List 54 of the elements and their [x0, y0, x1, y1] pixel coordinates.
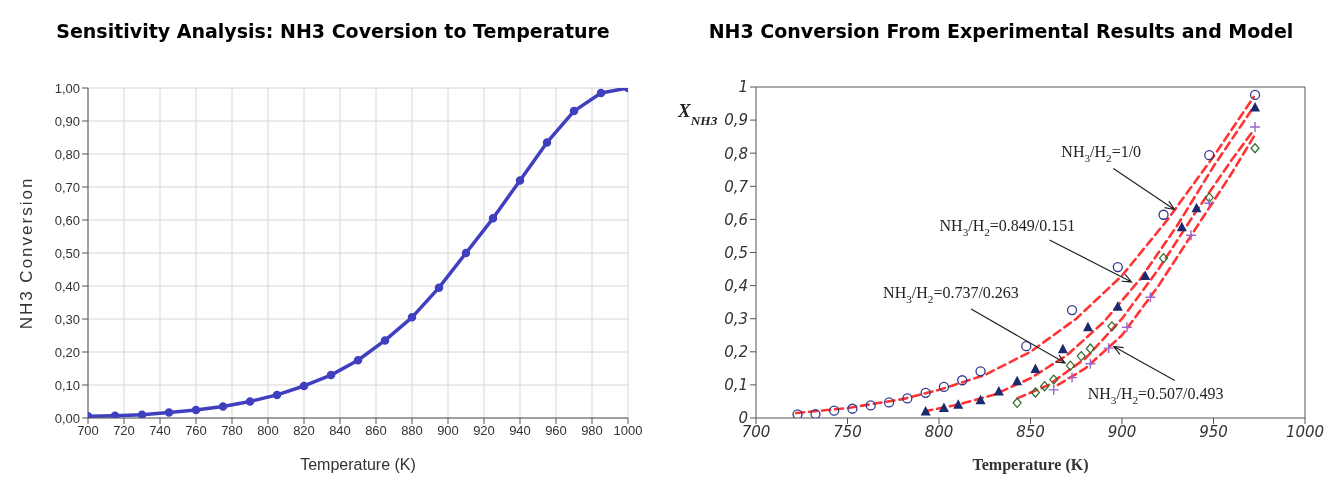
y-tick-label: 1	[738, 78, 748, 97]
chart-title: Sensitivity Analysis: NH3 Coversion to Temperature	[55, 19, 611, 44]
x-tick-label: 980	[581, 423, 603, 439]
x-tick-label: 860	[365, 423, 387, 439]
y-tick-label: 0,80	[54, 146, 80, 162]
y-tick-label: 0,4	[724, 276, 748, 295]
y-tick-label: 0,70	[54, 179, 80, 195]
y-tick-label: 0,40	[54, 278, 80, 294]
annotation: NH$_{3}$/H$_{2}$=1/0	[1061, 143, 1142, 165]
x-tick-label: 840	[329, 423, 351, 439]
x-tick-label: 800	[257, 423, 279, 439]
x-tick-label: 940	[509, 423, 531, 439]
y-tick-label: 0,9	[724, 111, 748, 130]
y-tick-label: 0,8	[724, 144, 748, 163]
x-tick-label: 800	[924, 422, 954, 441]
x-tick-label: 780	[221, 423, 243, 439]
x-tick-label: 960	[545, 423, 567, 439]
annotation: NH$_{3}$/H$_{2}$=0.737/0.263	[883, 283, 1019, 305]
y-tick-label: 0,00	[54, 410, 80, 426]
chart-title: NH3 Conversion From Experimental Results and Model	[707, 19, 1295, 44]
y-tick-label: 0,50	[54, 245, 80, 261]
x-tick-label: 820	[293, 423, 315, 439]
y-tick-label: 0,60	[54, 212, 80, 228]
annotation: NH$_{3}$/H$_{2}$=0.849/0.151	[939, 216, 1076, 238]
annotation: NH$_{3}$/H$_{2}$=0.507/0.493	[1087, 384, 1224, 406]
x-tick-label: 1000	[1285, 422, 1325, 441]
x-tick-label: 950	[1199, 422, 1228, 441]
x-tick-label: 720	[113, 423, 135, 439]
x-tick-label: 1000	[613, 423, 643, 439]
y-tick-label: 0,7	[724, 177, 749, 196]
x-tick-label: 880	[401, 423, 423, 439]
y-axis-title: X$_{NH3}$	[677, 100, 718, 128]
x-tick-label: 700	[741, 422, 771, 441]
y-axis-title: NH3 Conversion	[17, 176, 36, 330]
y-tick-label: 0,1	[724, 376, 748, 395]
y-tick-label: 0,5	[724, 243, 748, 262]
y-tick-label: 0,2	[724, 343, 748, 362]
x-axis-title: Temperature (K)	[300, 456, 416, 473]
y-tick-label: 1,00	[54, 80, 80, 96]
x-tick-label: 700	[77, 423, 99, 439]
y-tick-label: 0,30	[54, 311, 80, 327]
x-axis-title: Temperature (K)	[972, 456, 1089, 474]
x-tick-label: 750	[833, 422, 862, 441]
y-tick-label: 0,6	[724, 210, 748, 229]
y-tick-label: 0,90	[54, 113, 80, 129]
x-tick-label: 900	[1107, 422, 1137, 441]
x-tick-label: 760	[185, 423, 207, 439]
x-tick-label: 740	[149, 423, 171, 439]
x-tick-label: 850	[1016, 422, 1045, 441]
x-tick-label: 900	[437, 423, 459, 439]
y-tick-label: 0,10	[54, 377, 80, 393]
y-tick-label: 0,20	[54, 344, 80, 360]
x-tick-label: 920	[473, 423, 495, 439]
y-tick-label: 0,3	[724, 310, 748, 329]
